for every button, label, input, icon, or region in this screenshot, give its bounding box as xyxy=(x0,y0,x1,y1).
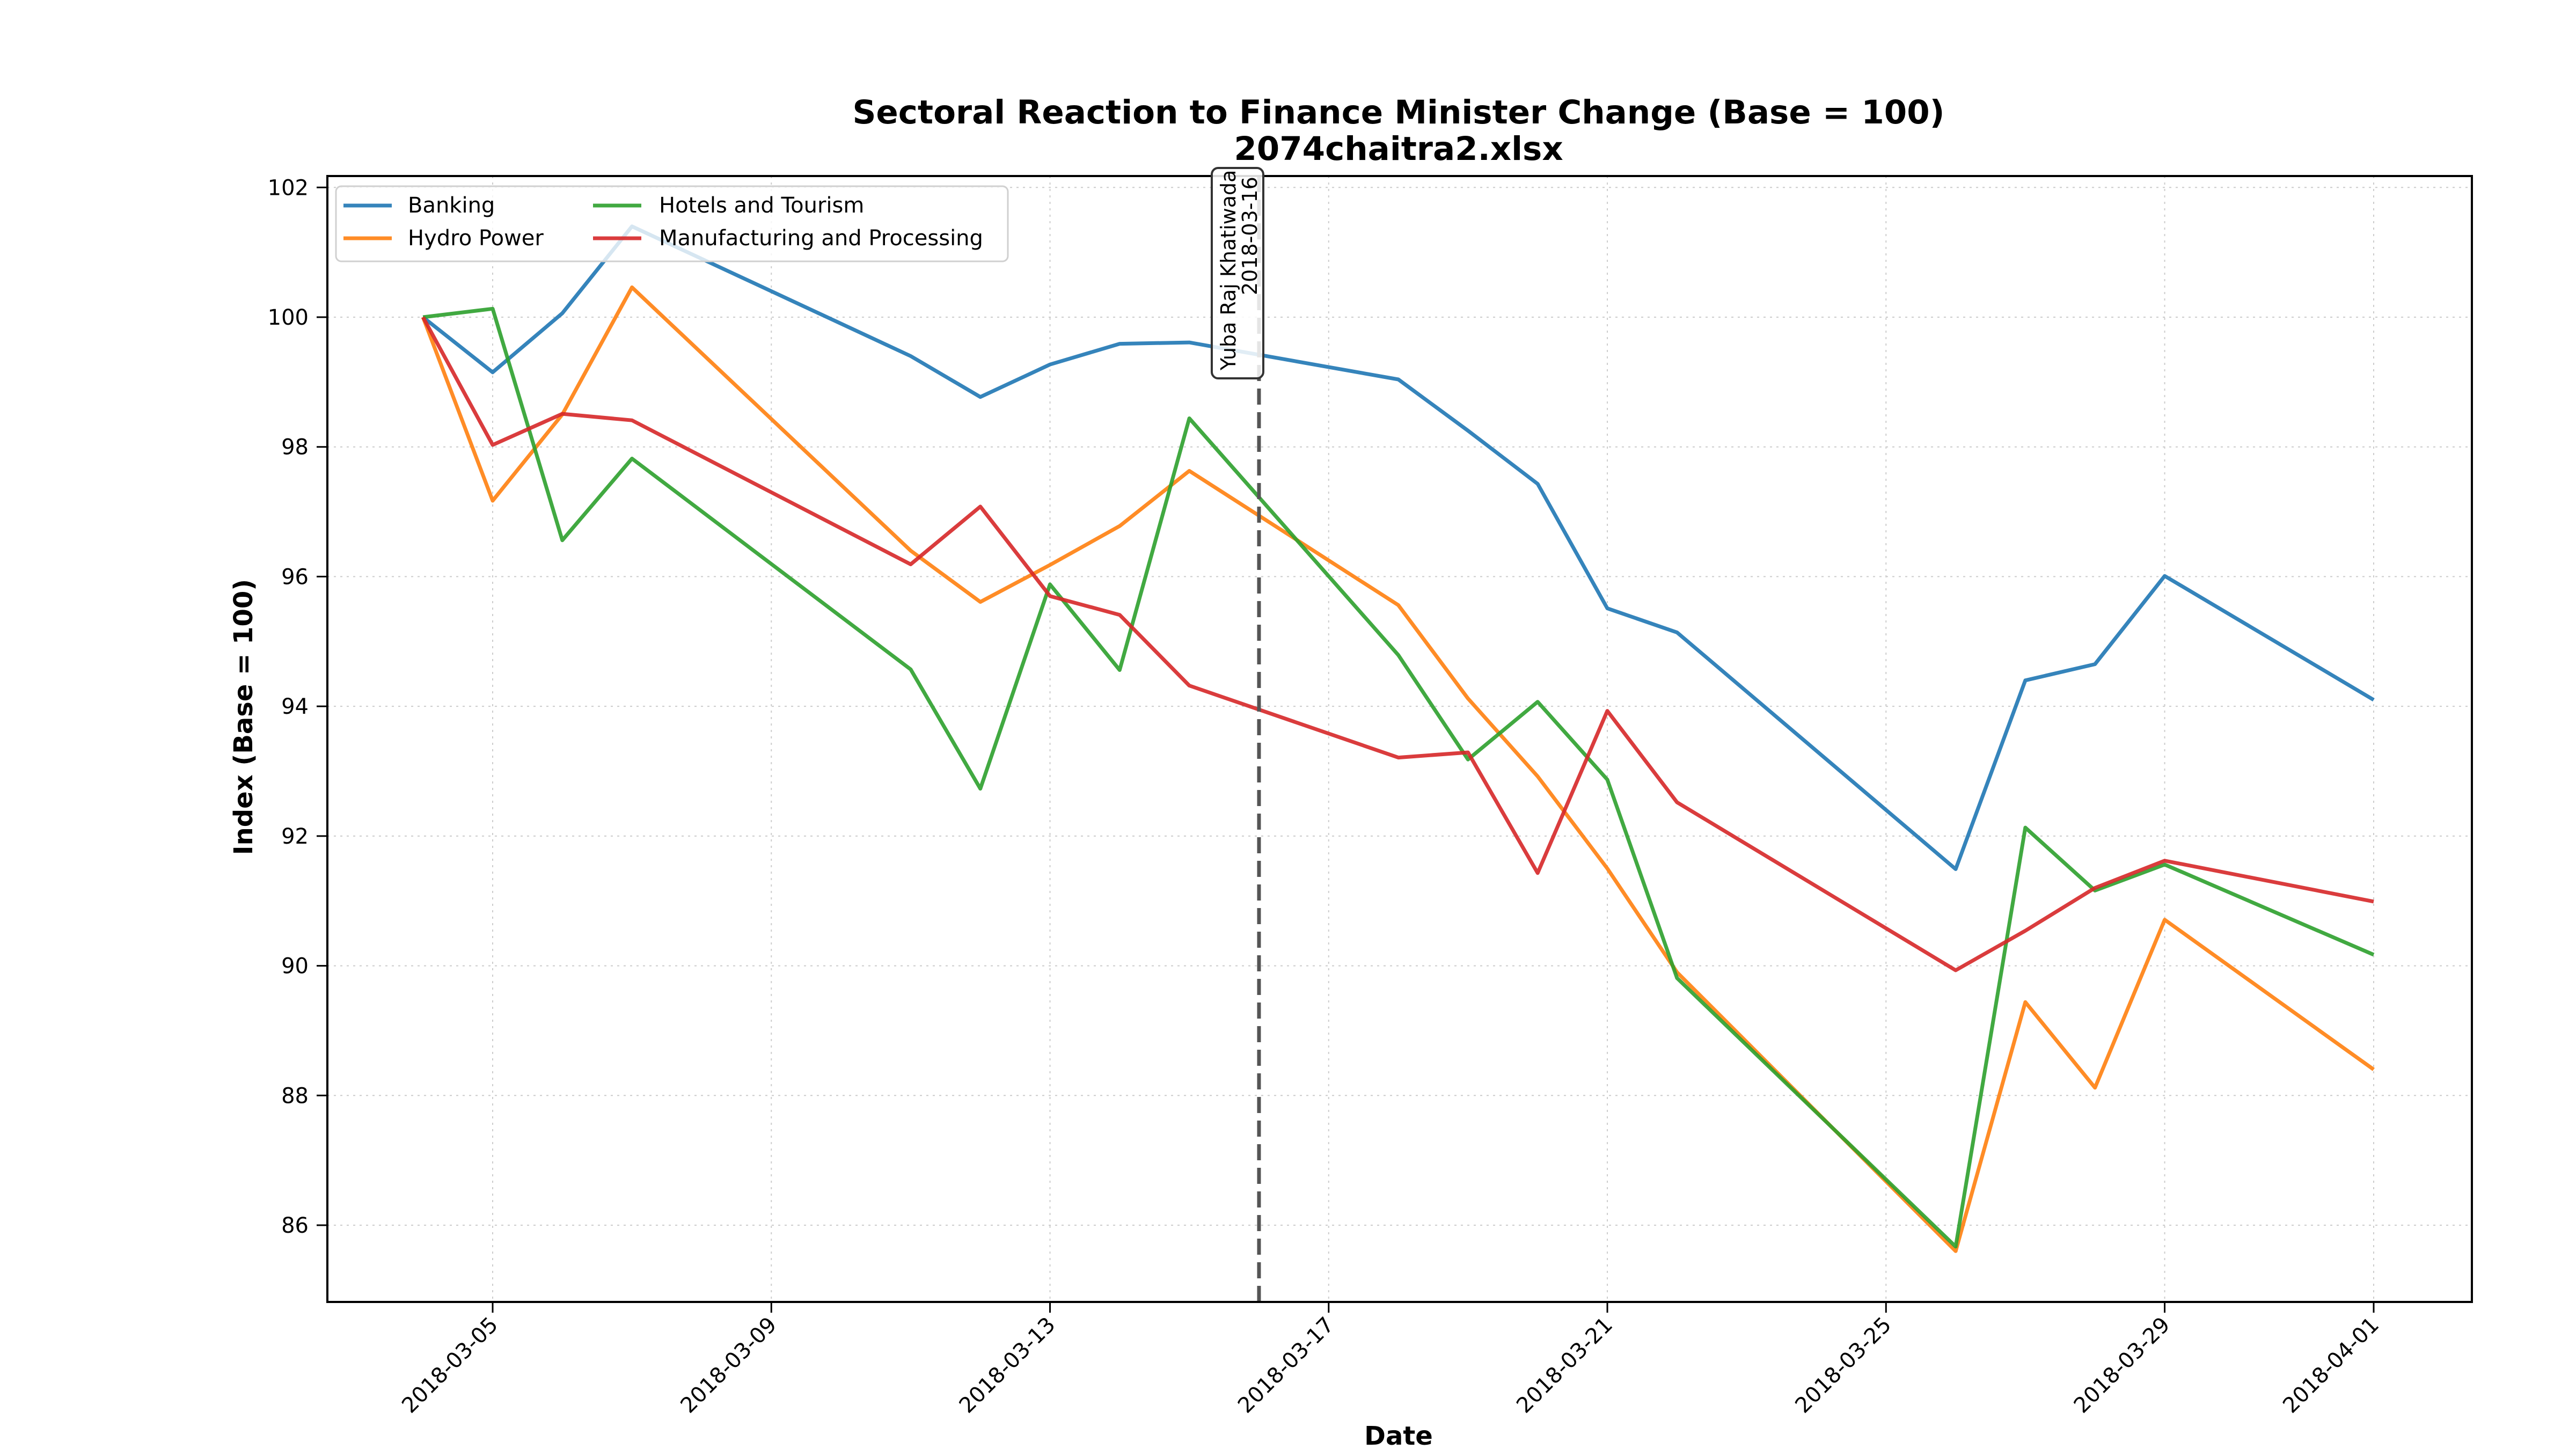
x-tick-label: 2018-03-29 xyxy=(2069,1313,2175,1418)
y-tick-label: 86 xyxy=(281,1213,309,1238)
x-axis-label: Date xyxy=(1364,1421,1433,1449)
legend-box xyxy=(335,185,1009,262)
series-line-manufacturing-and-processing xyxy=(421,316,2374,972)
vline-label-box xyxy=(1210,167,1264,379)
x-tick-label: 2018-03-25 xyxy=(1790,1313,1896,1418)
x-tick-label: 2018-03-13 xyxy=(955,1313,1060,1418)
y-ticks: 86 88 90 92 94 96 98 100 102 xyxy=(268,175,327,1238)
y-tick-label: 92 xyxy=(281,824,309,849)
y-tick-label: 98 xyxy=(281,435,309,460)
series-line-hotels-and-tourism xyxy=(422,306,2375,1249)
vline-label-date: 2018-03-16 xyxy=(1238,177,1262,295)
y-tick-label: 90 xyxy=(281,954,309,979)
y-tick-label: 100 xyxy=(268,305,309,330)
legend-label-hydro-power: Hydro Power xyxy=(408,226,544,251)
grid xyxy=(327,176,2472,1302)
x-tick-label: 2018-03-17 xyxy=(1233,1313,1339,1418)
chart-subtitle: 2074chaitra2.xlsx xyxy=(1234,130,1563,168)
series-line-banking xyxy=(422,224,2375,871)
y-tick-label: 96 xyxy=(281,565,309,589)
x-ticks: 2018-03-05 2018-03-09 2018-03-13 2018-03-17… xyxy=(397,1302,2384,1418)
series-lines xyxy=(421,224,2375,1253)
plot-frame xyxy=(326,175,2473,1303)
chart-title: Sectoral Reaction to Finance Minister Ch… xyxy=(852,93,1944,131)
y-tick-label: 102 xyxy=(268,175,309,200)
x-tick-label: 2018-03-05 xyxy=(397,1313,503,1418)
legend-label-hotels-and-tourism: Hotels and Tourism xyxy=(659,193,864,218)
y-axis-label: Index (Base = 100) xyxy=(229,579,259,855)
x-tick-label: 2018-04-01 xyxy=(2278,1313,2384,1418)
y-tick-label: 88 xyxy=(281,1084,309,1108)
legend-label-banking: Banking xyxy=(408,193,495,218)
legend-label-manufacturing: Manufacturing and Processing xyxy=(659,226,983,251)
series-line-hydro-power xyxy=(421,285,2375,1253)
vline-label: Yuba Raj Khatiwada 2018-03-16 xyxy=(1210,167,1264,379)
vline-label-name: Yuba Raj Khatiwada xyxy=(1217,170,1240,371)
legend: Banking Hydro Power Hotels and Tourism M… xyxy=(335,185,1009,262)
x-tick-label: 2018-03-09 xyxy=(676,1313,781,1418)
y-tick-label: 94 xyxy=(281,694,309,719)
x-tick-label: 2018-03-21 xyxy=(1512,1313,1618,1418)
